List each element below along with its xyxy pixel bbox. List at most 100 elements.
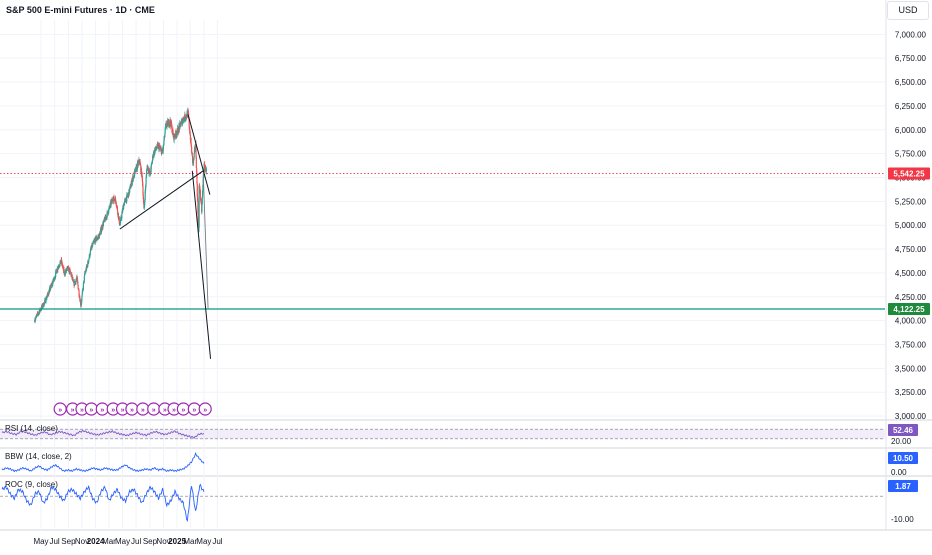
candle [196,183,198,197]
candle [47,294,50,296]
indicator-line-0 [1,429,205,439]
candle [89,250,91,255]
event-marker-glyph: » [58,407,62,414]
event-marker-glyph: » [152,407,156,414]
candle [57,266,59,269]
x-tick-label: May [196,537,211,546]
candle [181,120,183,122]
candle [197,213,199,225]
candle [102,222,104,227]
candle [196,172,198,184]
candle [66,266,68,268]
candle [199,190,201,198]
candle [56,272,58,274]
candle [191,146,193,153]
candle [184,114,186,120]
candle [201,203,203,212]
candle [81,293,83,297]
indicator-value-badge-1 [888,452,918,464]
candle [83,275,85,282]
candle [179,122,181,130]
candle [46,296,48,298]
candle [194,146,197,149]
y-tick-label: 3,750.00 [895,341,927,350]
y-tick-label: 5,250.00 [895,197,927,206]
event-marker-glyph: » [172,407,176,414]
level-label-0: 5,542.25 [893,169,925,178]
indicator-line-2 [1,483,205,523]
candle [61,262,63,266]
candle [200,197,202,201]
y-tick-label: 3,500.00 [895,364,927,373]
candle [121,213,123,219]
candle [114,198,117,201]
candle [145,177,147,185]
indicator-tick-1: 0.00 [891,468,907,477]
x-tick-label: Mar [183,537,197,546]
event-marker-glyph: » [121,407,125,414]
candle [38,311,41,314]
currency-button[interactable]: USD [887,1,929,20]
y-tick-label: 4,250.00 [895,293,927,302]
candle [177,127,179,132]
indicator-name-1: BBW (14, close, 2) [5,452,72,461]
candle [80,300,82,306]
indicator-value-2: 1.87 [895,482,911,491]
candle [198,185,200,228]
candle [179,122,182,124]
candle [168,120,170,126]
trendline-2 [191,170,212,359]
candle [104,215,106,222]
candle [92,243,94,246]
x-tick-label: 2024 [87,537,105,546]
candle [196,168,198,173]
x-tick-label: Jul [49,537,59,546]
candle [141,172,143,177]
candle [91,245,93,248]
indicator-line-1 [1,452,205,473]
candle [191,156,194,163]
candle [195,157,197,169]
candle [110,201,112,206]
candle [60,260,62,264]
candle [90,247,92,249]
candle [77,288,80,290]
event-marker-icon [198,402,212,416]
candle [78,290,80,296]
candle [126,195,128,202]
candle [180,121,182,125]
candle [69,270,71,272]
x-tick-label: 2025 [168,537,186,546]
candle [88,259,90,263]
candle [44,300,46,303]
y-tick-label: 6,750.00 [895,54,927,63]
candle [52,282,54,285]
candle [192,158,195,164]
candle [202,184,204,192]
candle [167,122,169,126]
candle [205,168,207,172]
candle [205,166,207,172]
candle [124,199,127,202]
x-tick-label: Sep [143,537,158,546]
y-tick-label: 3,250.00 [895,388,927,397]
candle [198,227,200,232]
candle [72,279,74,281]
candle [69,269,71,271]
candle [95,239,97,242]
candle [59,262,61,266]
x-tick-label: Nov [75,537,89,546]
event-marker-glyph: » [130,407,134,414]
support-price-badge [888,302,930,315]
candle [182,120,184,124]
candle [182,118,184,121]
candle [133,170,136,177]
candle [74,281,76,285]
trendline-3 [202,172,209,310]
x-tick-label: Jul [212,537,222,546]
candle [203,163,205,170]
candle [94,237,96,243]
candle [95,237,97,242]
candle [178,125,180,127]
